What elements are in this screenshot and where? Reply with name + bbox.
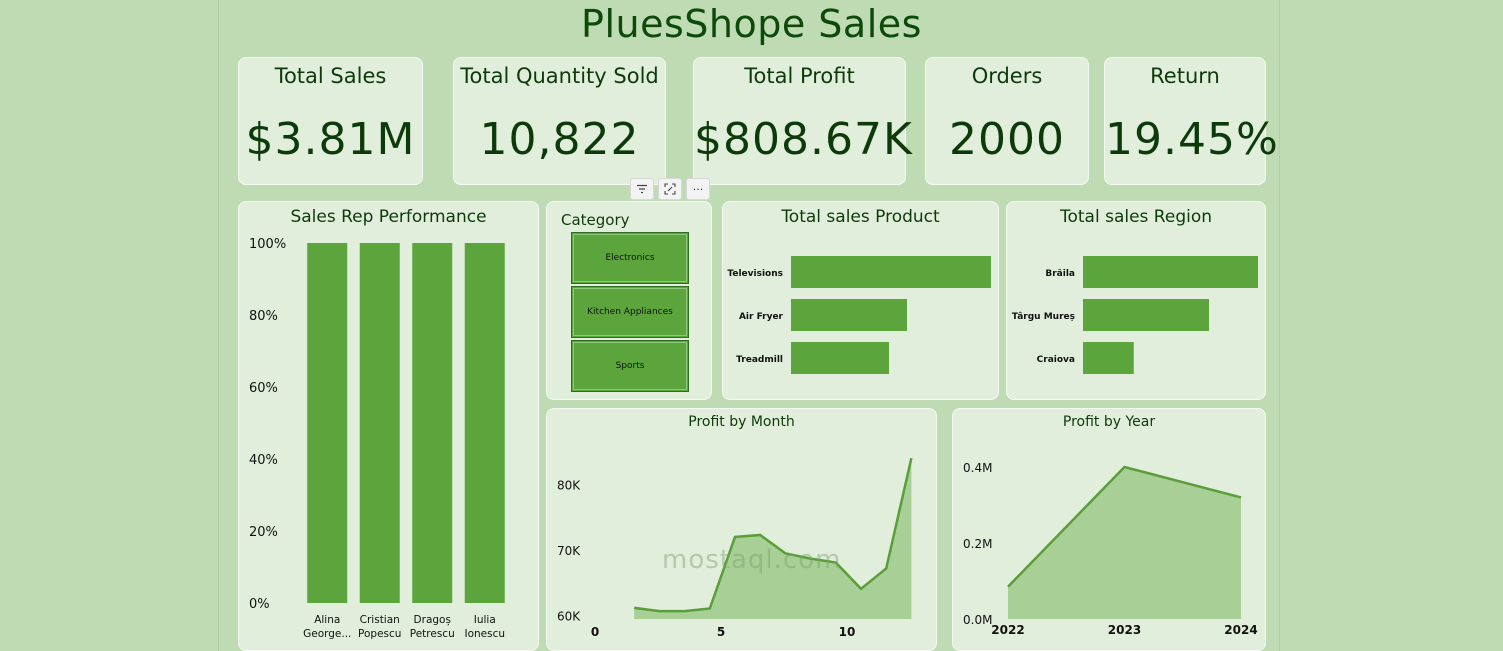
x-tick-label: 2024 (1224, 623, 1257, 637)
kpi-card-return[interactable]: Return 19.45% (1104, 57, 1279, 185)
slicer-item-electronics[interactable]: Electronics (571, 232, 689, 284)
y-tick-label: 0.0M (963, 613, 992, 627)
kpi-label: Return (1150, 64, 1220, 88)
kpi-card-total-profit[interactable]: Total Profit $808.67K (693, 57, 913, 185)
x-tick-label: Cristian (360, 614, 400, 626)
area-fill (634, 458, 912, 619)
series-line (634, 457, 913, 613)
category-label: Televisions (727, 269, 783, 279)
category-label: Brăila (1045, 269, 1075, 279)
bar (412, 243, 453, 603)
bar (307, 243, 348, 603)
bar (1083, 342, 1134, 374)
chart-title: Sales Rep Performance (290, 207, 487, 227)
total-sales-region-chart[interactable]: Total sales Region Brăila Târgu Mureș Crai… (1006, 201, 1266, 400)
bar (464, 243, 505, 603)
profit-month-area-svg: 60K 70K 80K 0 5 10 (557, 457, 913, 639)
y-tick-label: 80% (249, 309, 278, 324)
slicer-item-sports[interactable]: Sports (571, 340, 689, 392)
area-fill (1008, 467, 1241, 619)
y-tick-label: 20% (249, 525, 278, 540)
visual-header-toolbar: ··· (630, 178, 710, 200)
y-tick-label: 60K (557, 610, 581, 624)
kpi-value: 2000 (949, 114, 1065, 165)
x-tick-label: 0 (591, 625, 599, 639)
x-tick-label: George... (303, 628, 351, 640)
bar (791, 342, 889, 374)
bar (1083, 299, 1209, 331)
y-tick-label: 60% (249, 381, 278, 396)
bar (791, 256, 991, 288)
kpi-value: $808.67K (694, 114, 913, 165)
kpi-card-orders[interactable]: Orders 2000 (925, 57, 1089, 185)
y-tick-label: 100% (249, 237, 286, 252)
x-tick-label: Popescu (358, 628, 401, 640)
dashboard-title: PluesShope Sales (581, 2, 922, 46)
x-tick-label: Ionescu (464, 628, 505, 640)
profit-by-year-chart[interactable]: Profit by Year 0.0M 0.2M 0.4M 2022 2023 2024 (952, 408, 1266, 651)
kpi-label: Total Profit (744, 64, 855, 88)
x-tick-label: 2023 (1108, 623, 1141, 637)
y-tick-label: 0.4M (963, 461, 992, 475)
category-slicer[interactable]: Category Electronics Kitchen Appliances … (546, 201, 712, 400)
x-tick-label: 2022 (991, 623, 1024, 637)
category-label: Air Fryer (739, 312, 784, 322)
product-bar-svg: Televisions Air Fryer Treadmill (727, 256, 991, 374)
more-options-icon[interactable]: ··· (686, 178, 710, 200)
sales-rep-performance-chart[interactable]: Sales Rep Performance 0% 20% 40% 60% 80% 100%… (238, 201, 539, 651)
kpi-label: Total Quantity Sold (460, 64, 659, 88)
region-bar-svg: Brăila Târgu Mureș Craiova (1012, 256, 1258, 374)
filter-icon[interactable] (630, 178, 654, 200)
total-sales-product-chart[interactable]: Total sales Product Televisions Air Fryer… (722, 201, 999, 400)
x-tick-label: Dragoș (414, 614, 451, 626)
kpi-label: Total Sales (274, 64, 387, 88)
bar (791, 299, 907, 331)
chart-title: Total sales Region (1059, 207, 1213, 227)
chart-title: Profit by Month (688, 414, 795, 430)
y-tick-label: 0.2M (963, 537, 992, 551)
category-label: Târgu Mureș (1012, 312, 1075, 322)
y-tick-label: 0% (249, 597, 270, 612)
x-tick-label: Iulia (474, 614, 496, 626)
y-tick-label: 70K (557, 544, 581, 558)
sales-rep-bar-svg: 0% 20% 40% 60% 80% 100% Alina George... Cristian… (249, 237, 505, 640)
profit-by-month-chart[interactable]: Profit by Month 60K 70K 80K 0 5 10 (546, 408, 937, 651)
x-tick-label: Petrescu (410, 628, 455, 640)
slicer-title: Category (561, 211, 630, 229)
slicer-item-kitchen-appliances[interactable]: Kitchen Appliances (571, 286, 689, 338)
profit-year-area-svg: 0.0M 0.2M 0.4M 2022 2023 2024 (963, 461, 1258, 637)
focus-mode-icon[interactable] (658, 178, 682, 200)
x-tick-label: 5 (717, 625, 725, 639)
kpi-label: Orders (971, 64, 1043, 88)
kpi-card-total-quantity[interactable]: Total Quantity Sold 10,822 (453, 57, 666, 185)
y-tick-label: 40% (249, 453, 278, 468)
kpi-value: $3.81M (245, 114, 416, 165)
watermark: mostaql.com (662, 545, 842, 575)
chart-title: Total sales Product (781, 207, 940, 227)
x-tick-label: Alina (314, 614, 340, 626)
category-label: Treadmill (736, 355, 783, 365)
kpi-card-total-sales[interactable]: Total Sales $3.81M (238, 57, 423, 185)
chart-title: Profit by Year (1062, 414, 1156, 430)
bar (1083, 256, 1258, 288)
series-line (1007, 465, 1242, 588)
x-tick-label: 10 (839, 625, 856, 639)
bar (359, 243, 400, 603)
y-tick-label: 80K (557, 478, 581, 492)
category-label: Craiova (1037, 355, 1075, 365)
kpi-value: 19.45% (1105, 114, 1279, 165)
kpi-value: 10,822 (479, 114, 640, 165)
